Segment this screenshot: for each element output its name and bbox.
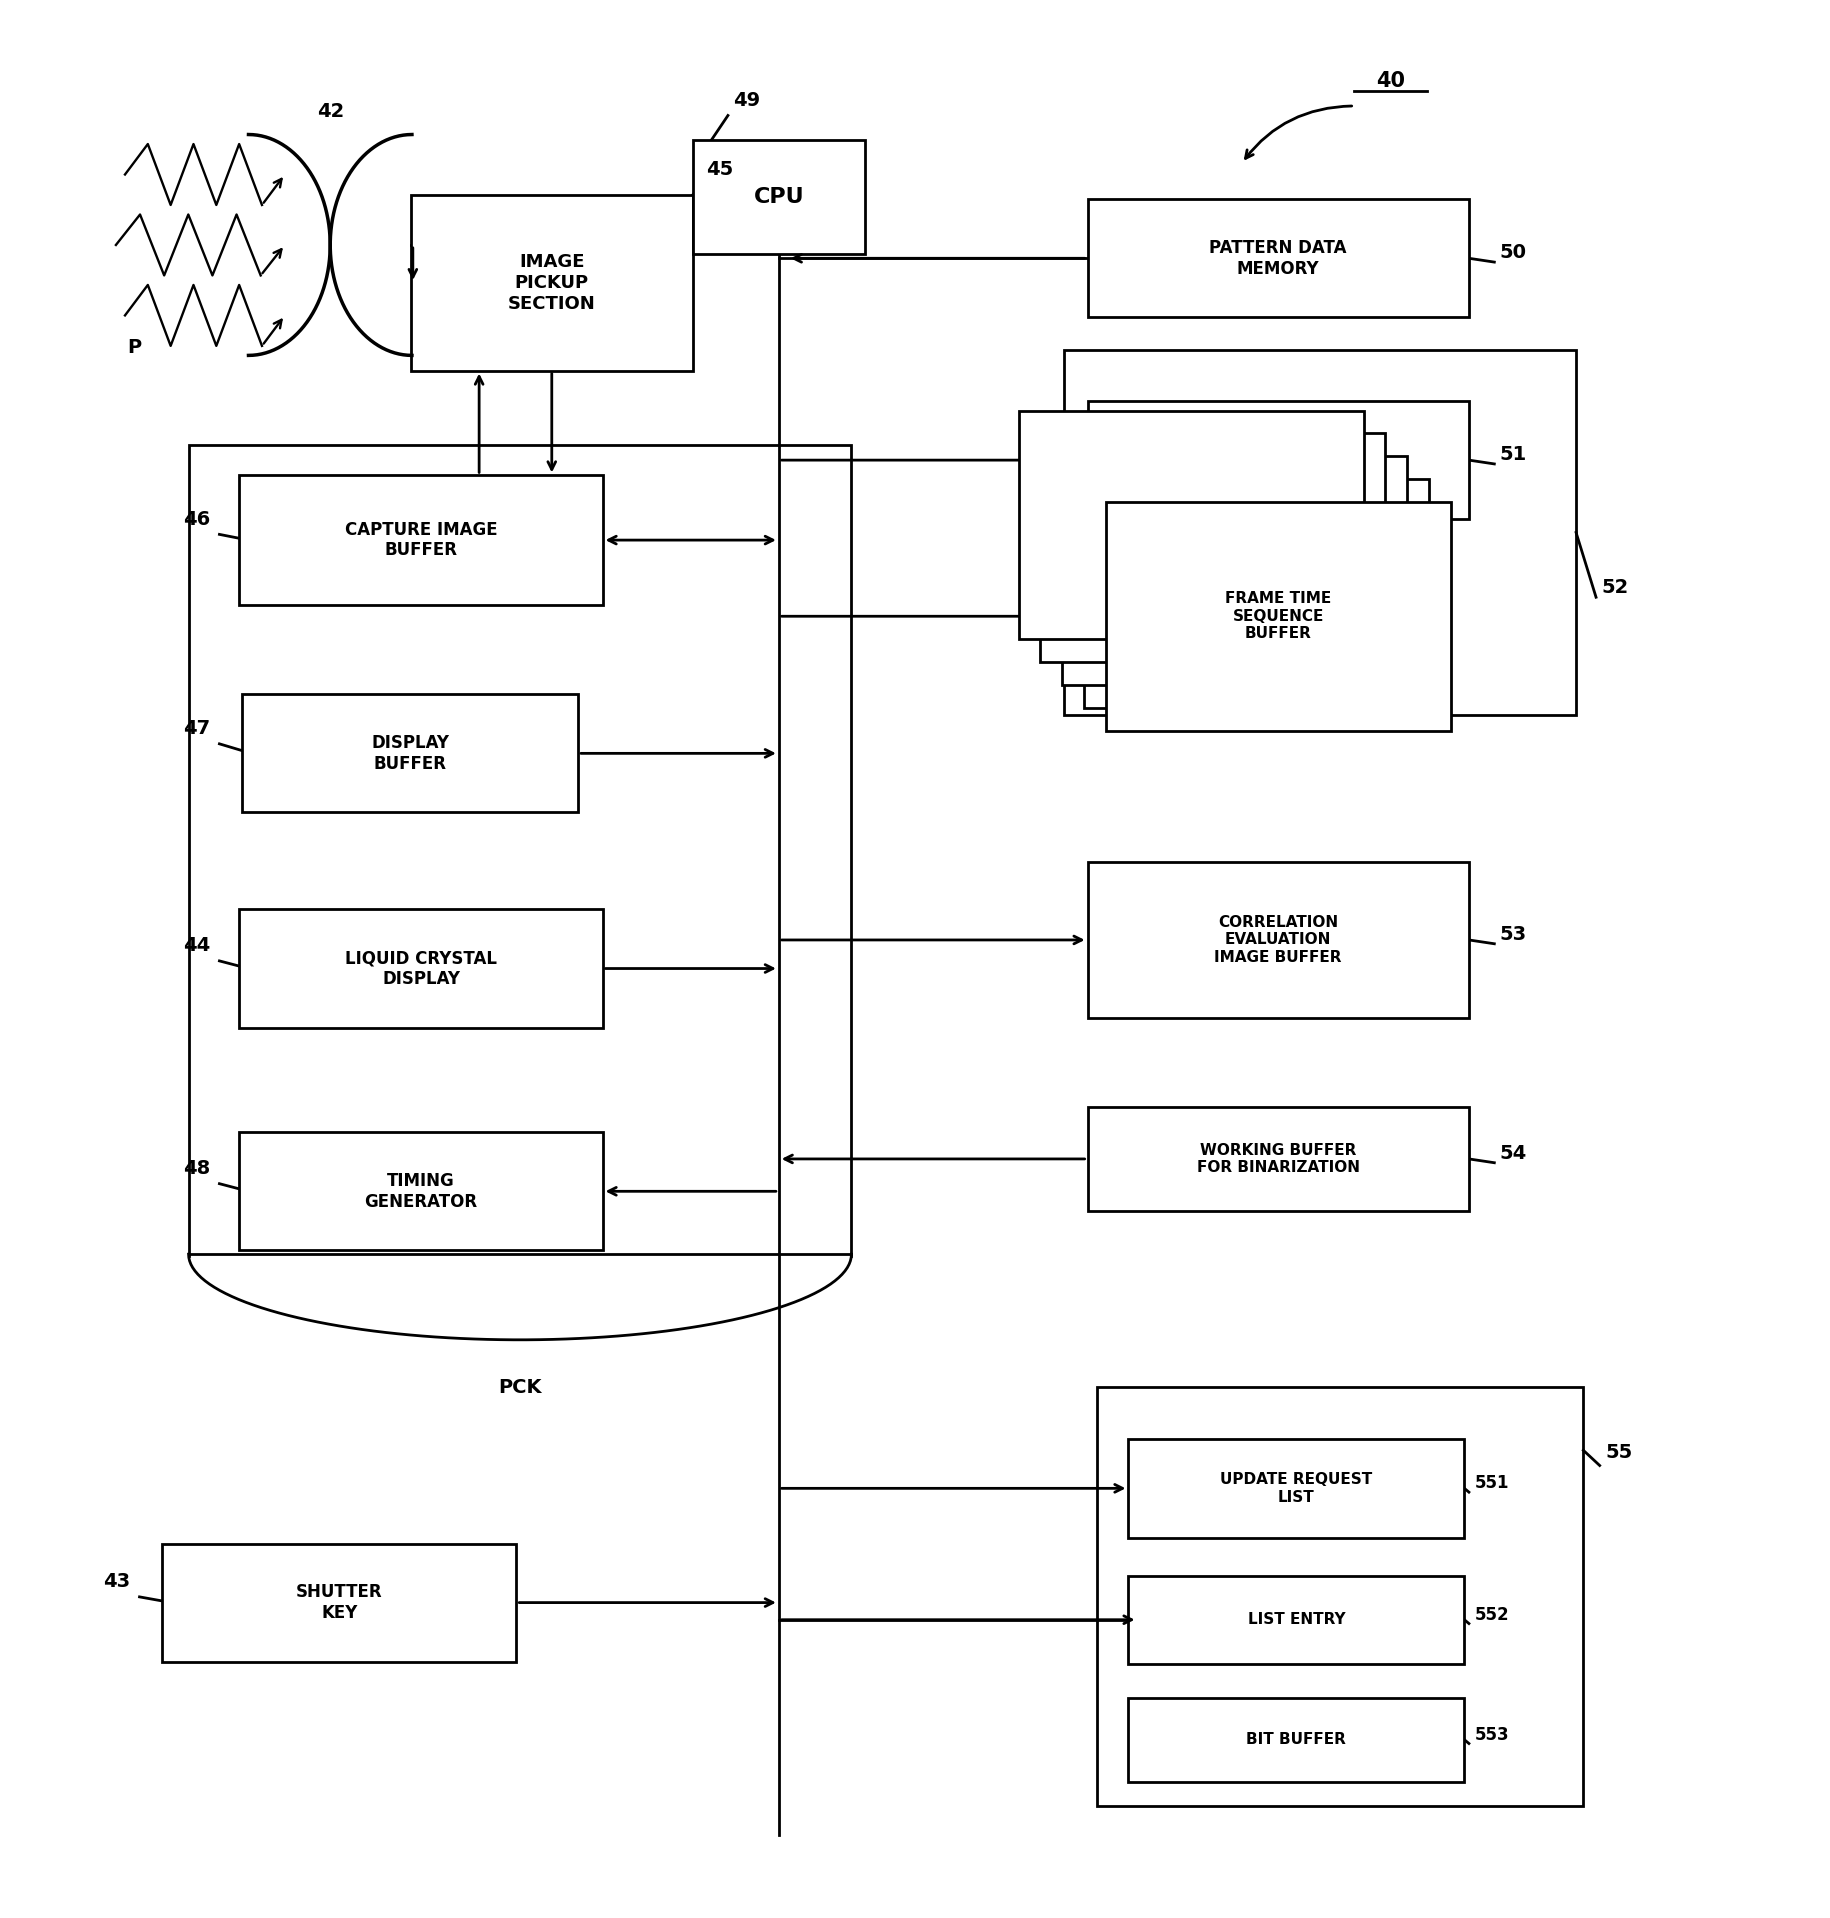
Text: CORRELATION
EVALUATION
IMAGE BUFFER: CORRELATION EVALUATION IMAGE BUFFER: [1215, 915, 1341, 965]
Text: 40: 40: [1376, 71, 1405, 90]
Text: TIMING
GENERATOR: TIMING GENERATOR: [364, 1172, 478, 1210]
FancyBboxPatch shape: [240, 1132, 602, 1251]
Text: 52: 52: [1601, 579, 1629, 596]
FancyBboxPatch shape: [1129, 1438, 1464, 1538]
FancyBboxPatch shape: [1087, 861, 1469, 1018]
Text: CPU: CPU: [754, 188, 803, 207]
Text: 53: 53: [1501, 924, 1526, 944]
Text: WORKING BUFFER
FOR BINARIZATION: WORKING BUFFER FOR BINARIZATION: [1197, 1143, 1360, 1176]
Text: 551: 551: [1475, 1475, 1510, 1492]
FancyBboxPatch shape: [1129, 1577, 1464, 1663]
Text: LIQUID CRYSTAL
DISPLAY: LIQUID CRYSTAL DISPLAY: [346, 949, 498, 988]
FancyBboxPatch shape: [242, 694, 578, 813]
Text: 50: 50: [1501, 244, 1526, 263]
Text: 43: 43: [102, 1573, 130, 1592]
FancyBboxPatch shape: [1087, 1107, 1469, 1212]
Text: BIT BUFFER: BIT BUFFER: [1246, 1732, 1347, 1747]
Text: 46: 46: [183, 510, 210, 529]
Text: LIST ENTRY: LIST ENTRY: [1248, 1613, 1345, 1626]
Text: 44: 44: [183, 936, 210, 955]
Text: 45: 45: [706, 159, 734, 178]
FancyBboxPatch shape: [240, 476, 602, 604]
FancyBboxPatch shape: [692, 140, 866, 255]
Text: PATTERN DATA
MEMORY: PATTERN DATA MEMORY: [1210, 240, 1347, 278]
Text: UPDATE REQUEST
LIST: UPDATE REQUEST LIST: [1221, 1473, 1372, 1504]
FancyBboxPatch shape: [1087, 401, 1469, 520]
Text: 49: 49: [734, 90, 761, 109]
Text: SHUTTER
KEY: SHUTTER KEY: [296, 1582, 382, 1623]
Text: 47: 47: [183, 719, 210, 738]
Text: IMAGE
PICKUP
SECTION: IMAGE PICKUP SECTION: [509, 253, 595, 313]
FancyBboxPatch shape: [240, 909, 602, 1028]
Text: 553: 553: [1475, 1726, 1510, 1743]
Text: FRAME TIME
SEQUENCE
BUFFER: FRAME TIME SEQUENCE BUFFER: [1224, 591, 1332, 641]
Text: 51: 51: [1501, 445, 1526, 464]
FancyBboxPatch shape: [1105, 503, 1451, 731]
Text: CAPTURE IMAGE
BUFFER: CAPTURE IMAGE BUFFER: [344, 520, 498, 560]
FancyBboxPatch shape: [412, 196, 692, 370]
FancyBboxPatch shape: [1083, 480, 1429, 708]
Text: 55: 55: [1605, 1442, 1632, 1462]
Text: 552: 552: [1475, 1605, 1510, 1625]
Text: 54: 54: [1501, 1143, 1526, 1162]
Text: 48: 48: [183, 1158, 210, 1178]
FancyBboxPatch shape: [1019, 410, 1363, 639]
FancyBboxPatch shape: [163, 1544, 516, 1661]
Text: P: P: [126, 338, 141, 357]
FancyBboxPatch shape: [1061, 456, 1407, 685]
Text: 42: 42: [317, 102, 344, 121]
FancyBboxPatch shape: [1039, 433, 1385, 662]
Text: REFERENCE
IMAGE BUFFER: REFERENCE IMAGE BUFFER: [1208, 441, 1349, 480]
Text: PCK: PCK: [498, 1377, 542, 1396]
FancyBboxPatch shape: [1087, 199, 1469, 316]
FancyBboxPatch shape: [1129, 1697, 1464, 1782]
Text: DISPLAY
BUFFER: DISPLAY BUFFER: [371, 735, 448, 773]
